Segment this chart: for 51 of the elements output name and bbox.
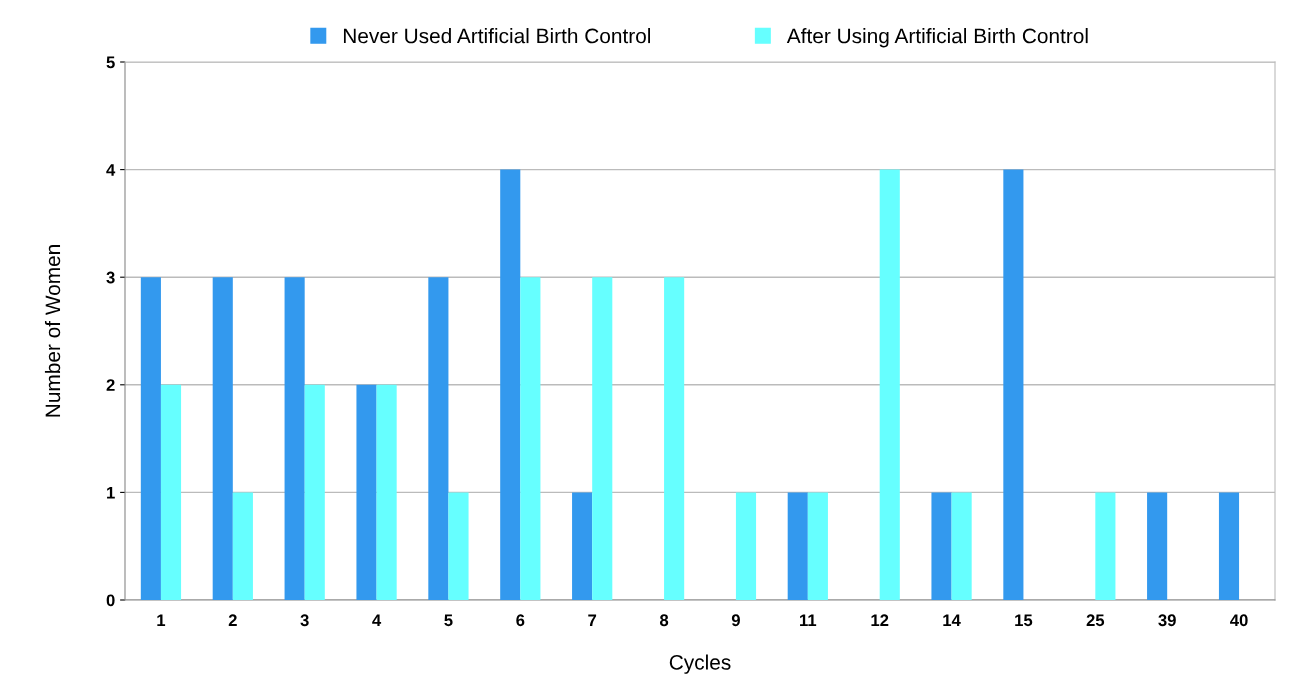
x-tick-label: 14 [943,614,961,626]
bar [1218,492,1240,600]
x-tick-label: 39 [1158,614,1176,627]
legend-label: After Using Artificial Birth Control [786,28,1088,48]
bar [879,169,900,600]
bar [140,277,161,600]
x-tick-label: 5 [444,614,453,627]
bar [1095,492,1116,600]
bar [160,384,182,600]
y-tick-label: 0 [106,594,115,607]
x-tick-label: 1 [157,614,166,626]
bar [951,492,972,600]
bar [572,492,593,600]
x-tick-label: 4 [372,614,382,626]
bar [448,492,469,600]
x-tick-label: 40 [1230,614,1248,627]
bar [232,492,253,600]
x-tick-label: 11 [800,614,817,626]
x-tick-label: 2 [228,614,237,626]
x-tick-label: 9 [731,614,740,627]
bar [787,492,808,600]
x-tick-label: 6 [516,614,525,627]
bar [931,492,952,600]
x-tick-label: 3 [300,614,309,627]
x-tick-label: 7 [588,614,597,626]
y-tick-label: 2 [106,379,115,391]
bar [1003,169,1024,600]
y-axis-title: Number of Women [44,245,61,417]
x-axis-title: Cycles [669,654,731,674]
bar [284,277,305,600]
x-tick-label: 12 [871,614,889,626]
bar [212,277,233,600]
y-tick-label: 4 [106,164,116,176]
y-tick-label: 1 [107,486,115,499]
bar [428,277,449,600]
y-tick-label: 5 [106,56,115,69]
bar [664,277,685,600]
bar [592,277,613,600]
bar [356,384,377,600]
legend-label: Never Used Artificial Birth Control [343,28,651,44]
x-tick-label: 25 [1086,614,1105,627]
bar [376,384,397,600]
bar [500,169,521,600]
y-tick-label: 3 [106,271,115,284]
x-tick-label: 15 [1015,614,1033,627]
bar [1147,492,1168,600]
bar [304,384,325,600]
bar [735,492,757,600]
bar [807,492,828,600]
x-tick-label: 8 [659,614,669,627]
bar [520,277,541,600]
